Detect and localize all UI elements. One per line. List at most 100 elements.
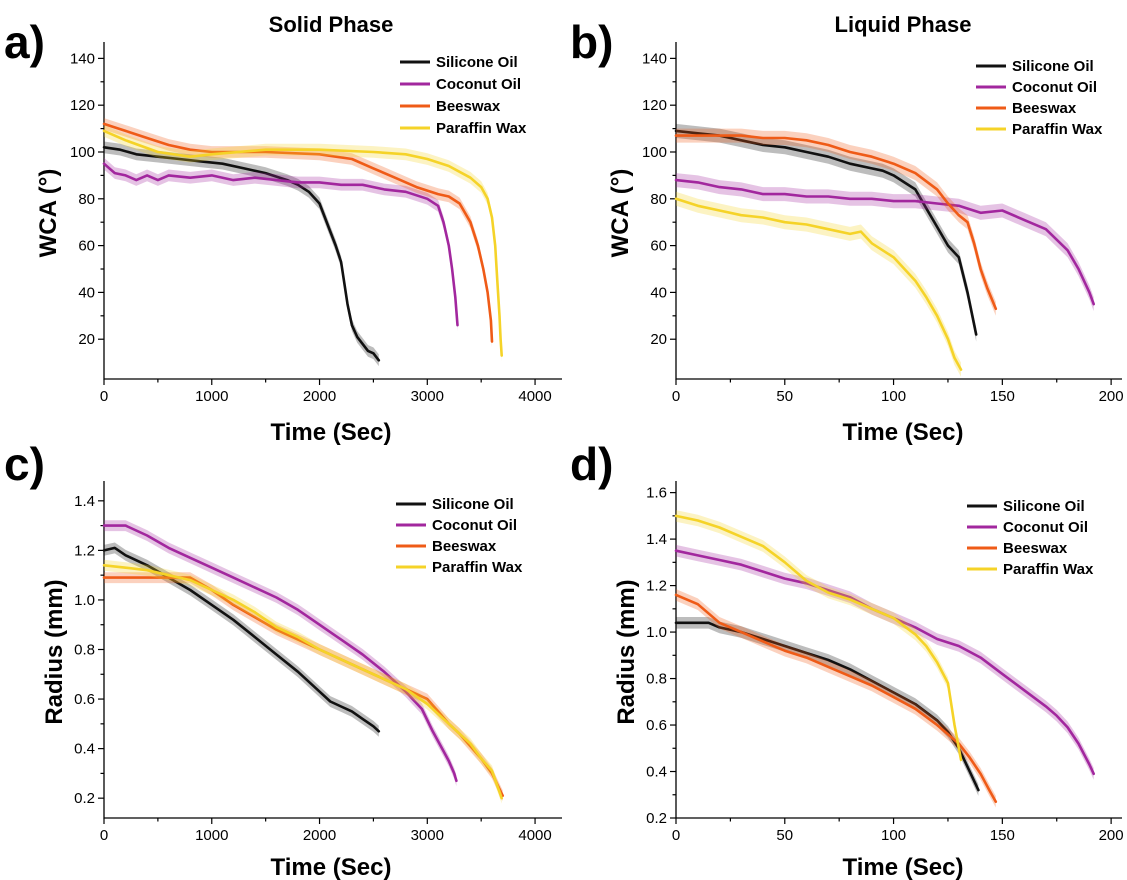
x-tick-label-b: 0: [672, 388, 680, 405]
x-tick-label-d: 100: [881, 827, 906, 844]
panel-c: c) Time (Sec) Radius (mm): [4, 438, 391, 880]
error-band-silicone-oil: [676, 123, 977, 342]
y-tick-label-a: 100: [70, 144, 95, 161]
error-band-beeswax: [676, 589, 996, 808]
x-tick-label-c: 0: [100, 827, 108, 844]
plot-c: 0 1000 2000 3000 4000 0.2 0.4 0.6 0.8 1.0 1.2 1.4 Si…: [74, 481, 562, 844]
x-tick-label-a: 1000: [195, 388, 228, 405]
legend-label-silicone-oil: Silicone Oil: [1003, 498, 1085, 515]
legend-label-silicone-oil: Silicone Oil: [436, 54, 518, 71]
x-tick-label-b: 150: [990, 388, 1015, 405]
legend-c: Silicone Oil Coconut Oil Beeswax Paraffin W…: [396, 496, 523, 576]
legend-label-silicone-oil: Silicone Oil: [432, 496, 514, 513]
y-axis-label-d: Radius (mm): [613, 579, 640, 724]
x-tick-label-d: 50: [776, 827, 793, 844]
series-line-paraffin-wax: [102, 563, 504, 800]
error-band-coconut-oil: [676, 544, 1094, 780]
plot-a: 0 1000 2000 3000 4000 20 40 60 80 100 120 140 Silico…: [70, 42, 562, 405]
y-tick-label-a: 40: [78, 284, 95, 301]
y-tick-label-d: 0.4: [646, 764, 667, 781]
series-line-paraffin-wax: [102, 129, 504, 357]
y-tick-label-a: 60: [78, 238, 95, 255]
x-tick-label-c: 3000: [411, 827, 444, 844]
series-line-beeswax: [102, 122, 494, 343]
y-axis-label-c: Radius (mm): [41, 579, 68, 724]
error-band-coconut-oil: [676, 173, 1094, 312]
y-tick-label-c: 0.2: [74, 790, 95, 807]
x-tick-label-d: 0: [672, 827, 680, 844]
panel-d: d) Time (Sec) Radius (mm): [570, 438, 963, 880]
error-band-paraffin-wax: [676, 191, 961, 377]
legend-label-beeswax: Beeswax: [432, 538, 497, 555]
y-tick-label-c: 1.2: [74, 542, 95, 559]
x-tick-label-d: 150: [990, 827, 1015, 844]
series-line-paraffin-wax: [674, 514, 963, 762]
y-tick-label-b: 40: [650, 284, 667, 301]
series-line-beeswax: [674, 134, 998, 311]
panel-letter-c: c): [4, 438, 45, 490]
error-band-beeswax: [104, 572, 503, 802]
legend-label-paraffin-wax: Paraffin Wax: [436, 120, 527, 137]
error-band-silicone-oil: [104, 141, 379, 367]
x-tick-label-a: 3000: [411, 388, 444, 405]
error-band-silicone-oil: [676, 617, 979, 796]
panel-a: a) Solid Phase Time (Sec) WCA (°): [4, 12, 393, 446]
series-line-coconut-oil: [674, 549, 1095, 776]
y-tick-label-d: 1.6: [646, 485, 667, 502]
legend-label-paraffin-wax: Paraffin Wax: [432, 559, 523, 576]
y-tick-label-c: 0.6: [74, 691, 95, 708]
y-tick-label-b: 80: [650, 191, 667, 208]
x-tick-label-b: 100: [881, 388, 906, 405]
panel-letter-d: d): [570, 438, 613, 490]
panel-title-b: Liquid Phase: [835, 12, 972, 37]
x-tick-label-c: 2000: [303, 827, 336, 844]
x-tick-label-c: 1000: [195, 827, 228, 844]
y-tick-label-b: 140: [642, 50, 667, 67]
y-tick-label-b: 100: [642, 144, 667, 161]
plot-d: 0 50 100 150 200 0.2 0.4 0.6 0.8 1.0 1.2 1.4 1.6 Sili…: [646, 481, 1124, 844]
legend-b: Silicone Oil Coconut Oil Beeswax Paraffin W…: [976, 58, 1103, 138]
legend-label-beeswax: Beeswax: [1003, 540, 1068, 557]
y-tick-label-c: 0.8: [74, 642, 95, 659]
y-tick-label-a: 140: [70, 50, 95, 67]
y-tick-label-a: 120: [70, 97, 95, 114]
x-tick-label-a: 4000: [518, 388, 551, 405]
series-line-coconut-oil: [102, 524, 458, 783]
x-axis-label-b: Time (Sec): [843, 419, 964, 446]
y-axis-label-b: WCA (°): [607, 169, 634, 258]
legend-label-beeswax: Beeswax: [1012, 100, 1077, 117]
x-tick-label-a: 0: [100, 388, 108, 405]
error-band-beeswax: [676, 128, 996, 316]
legend-a: Silicone Oil Coconut Oil Beeswax Paraffin W…: [400, 54, 527, 137]
y-tick-label-b: 20: [650, 331, 667, 348]
legend-label-silicone-oil: Silicone Oil: [1012, 58, 1094, 75]
legend-label-beeswax: Beeswax: [436, 98, 501, 115]
y-tick-label-d: 1.4: [646, 531, 667, 548]
error-band-silicone-oil: [104, 542, 379, 737]
y-tick-label-d: 0.6: [646, 717, 667, 734]
series-line-coconut-oil: [102, 162, 459, 327]
error-band-paraffin-wax: [104, 125, 502, 362]
y-tick-label-b: 60: [650, 238, 667, 255]
series-line-silicone-oil: [102, 546, 381, 733]
y-tick-label-a: 20: [78, 331, 95, 348]
legend-label-paraffin-wax: Paraffin Wax: [1012, 121, 1103, 138]
plot-b: 0 50 100 150 200 20 40 60 80 100 120 140 Silicone Oi…: [642, 42, 1124, 405]
panel-letter-b: b): [570, 16, 613, 68]
legend-label-coconut-oil: Coconut Oil: [1012, 79, 1097, 96]
y-tick-label-b: 120: [642, 97, 667, 114]
x-axis-label-d: Time (Sec): [843, 854, 964, 880]
error-band-beeswax: [104, 118, 492, 348]
y-tick-label-c: 1.4: [74, 493, 95, 510]
series-line-silicone-oil: [674, 129, 978, 336]
legend-label-coconut-oil: Coconut Oil: [436, 76, 521, 93]
series-line-coconut-oil: [674, 178, 1095, 306]
x-axis-label-c: Time (Sec): [271, 854, 392, 880]
panel-b: b) Liquid Phase Time (Sec) WCA (°): [570, 12, 971, 446]
y-tick-label-d: 1.2: [646, 578, 667, 595]
error-band-coconut-oil: [104, 157, 458, 331]
legend-label-coconut-oil: Coconut Oil: [1003, 519, 1088, 536]
x-axis-label-a: Time (Sec): [271, 419, 392, 446]
series-line-silicone-oil: [674, 621, 980, 792]
